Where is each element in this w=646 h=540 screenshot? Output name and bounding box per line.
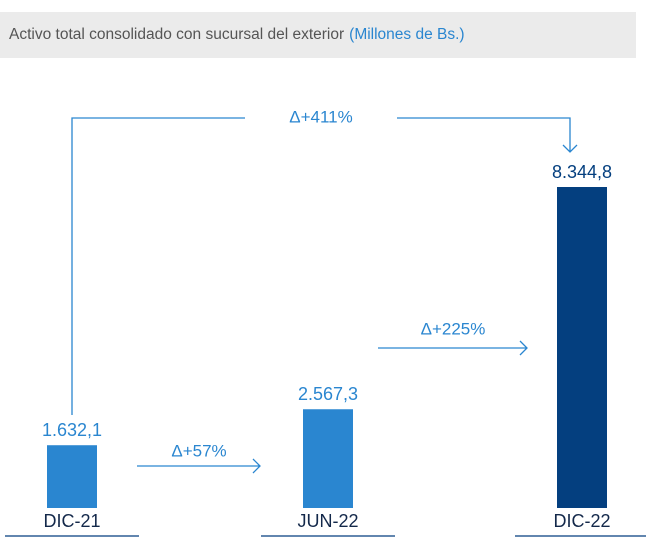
arrow-225 [378, 340, 528, 356]
chart-header: Activo total consolidado con sucursal de… [9, 26, 465, 43]
arrow-411 [71, 117, 578, 415]
annotation: Δ+57% [171, 441, 226, 460]
annotation: Δ+225% [421, 319, 486, 338]
chart-title: Activo total consolidado con sucursal de… [9, 26, 344, 43]
chart-subtitle: (Millones de Bs.) [349, 26, 464, 43]
bar [557, 187, 607, 508]
value-label: 8.344,8 [552, 162, 612, 182]
value-label: 1.632,1 [42, 420, 102, 440]
header-box [0, 12, 636, 58]
arrow-57 [137, 458, 261, 474]
x-tick-label: DIC-21 [43, 511, 100, 531]
value-label: 2.567,3 [298, 384, 358, 404]
x-tick-label: JUN-22 [297, 511, 358, 531]
bar [303, 409, 353, 508]
x-tick-label: DIC-22 [553, 511, 610, 531]
bar [47, 445, 97, 508]
annotation: Δ+411% [289, 107, 353, 126]
